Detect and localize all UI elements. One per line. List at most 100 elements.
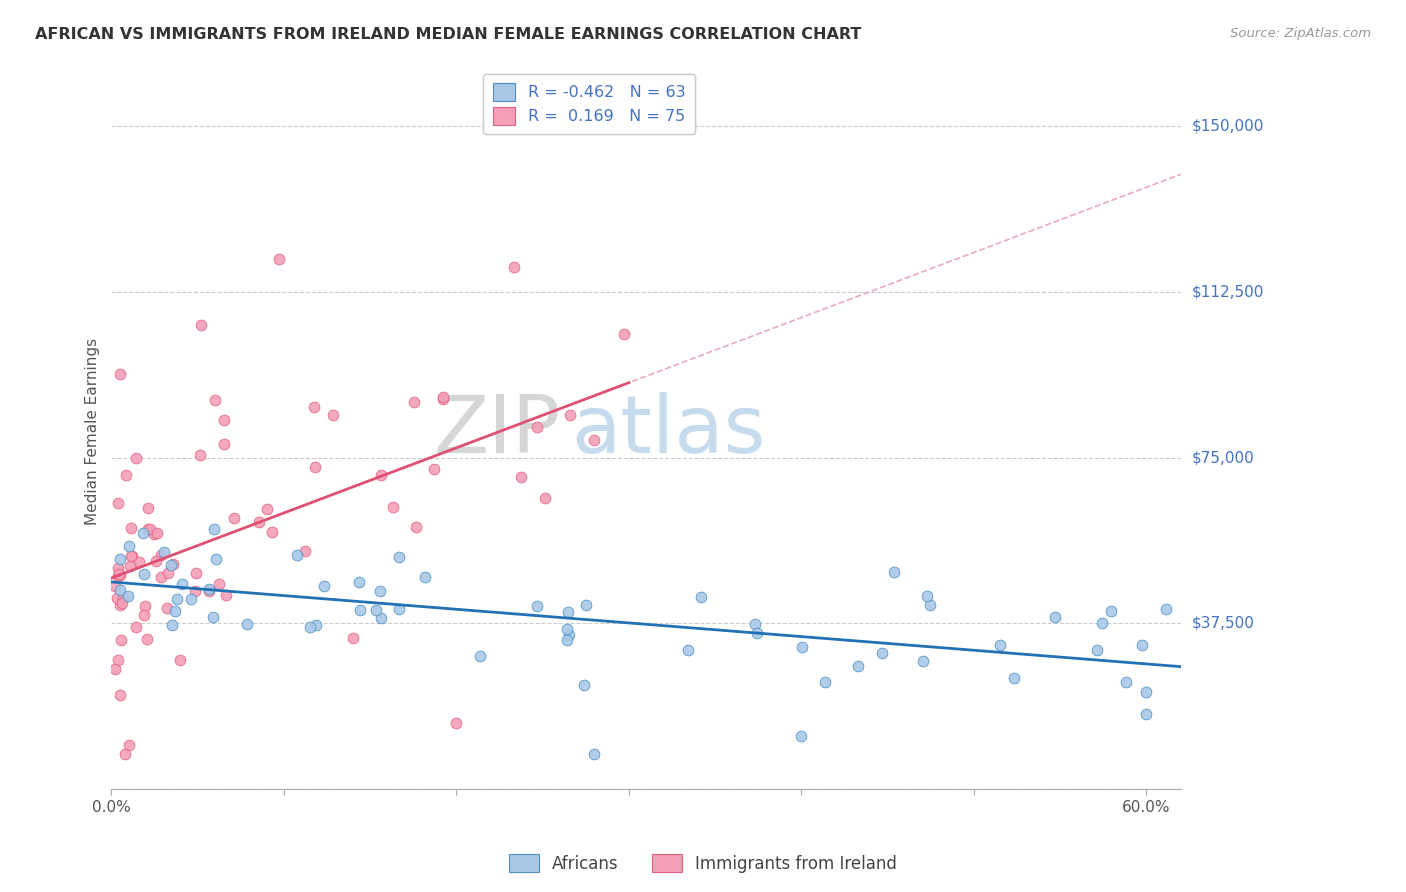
Point xyxy=(120,520,142,534)
Point xyxy=(212,413,235,427)
Point xyxy=(422,461,444,475)
Point xyxy=(156,601,179,615)
Point xyxy=(555,632,578,647)
Point xyxy=(349,602,371,616)
Point xyxy=(534,491,557,505)
Point xyxy=(870,646,893,660)
Point xyxy=(172,576,194,591)
Point xyxy=(163,604,186,618)
Point xyxy=(202,610,225,624)
Point xyxy=(132,566,155,581)
Point xyxy=(202,522,225,536)
Point xyxy=(526,420,548,434)
Text: ZIP: ZIP xyxy=(433,392,561,470)
Point xyxy=(557,627,579,641)
Point xyxy=(883,565,905,579)
Point xyxy=(370,611,392,625)
Point xyxy=(405,520,427,534)
Point xyxy=(689,590,711,604)
Point xyxy=(446,715,468,730)
Point xyxy=(302,401,325,415)
Point xyxy=(111,596,134,610)
Point xyxy=(143,527,166,541)
Point xyxy=(1115,675,1137,690)
Point xyxy=(1132,639,1154,653)
Point xyxy=(118,539,141,553)
Point xyxy=(107,569,129,583)
Point xyxy=(247,516,270,530)
Point xyxy=(149,570,172,584)
Point xyxy=(215,588,238,602)
Point xyxy=(188,448,211,462)
Point xyxy=(285,548,308,562)
Point xyxy=(110,688,132,702)
Point xyxy=(470,648,492,663)
Point xyxy=(169,653,191,667)
Point xyxy=(107,495,129,509)
Point xyxy=(583,747,606,761)
Point xyxy=(1045,610,1067,624)
Point xyxy=(184,566,207,581)
Point xyxy=(107,653,129,667)
Point xyxy=(125,620,148,634)
Point xyxy=(262,524,284,539)
Point xyxy=(107,561,129,575)
Point xyxy=(1085,642,1108,657)
Point xyxy=(575,598,598,612)
Point xyxy=(1002,671,1025,685)
Point xyxy=(368,584,391,599)
Point xyxy=(159,558,181,572)
Point xyxy=(110,632,132,647)
Point xyxy=(381,500,404,514)
Point xyxy=(104,662,127,676)
Point xyxy=(128,556,150,570)
Point xyxy=(304,460,326,475)
Point xyxy=(120,559,142,574)
Point xyxy=(342,631,364,645)
Point xyxy=(299,620,322,634)
Point xyxy=(920,598,942,612)
Point xyxy=(364,603,387,617)
Point xyxy=(162,557,184,571)
Point xyxy=(267,252,290,266)
Text: $112,500: $112,500 xyxy=(1192,285,1264,300)
Point xyxy=(558,408,581,422)
Point xyxy=(256,501,278,516)
Point xyxy=(125,450,148,465)
Point xyxy=(204,551,226,566)
Point xyxy=(503,260,526,275)
Point xyxy=(212,437,235,451)
Point xyxy=(388,601,411,615)
Text: atlas: atlas xyxy=(571,392,766,470)
Point xyxy=(135,632,157,646)
Point xyxy=(988,638,1011,652)
Point xyxy=(108,568,131,582)
Point xyxy=(557,605,579,619)
Point xyxy=(370,467,392,482)
Point xyxy=(294,544,316,558)
Point xyxy=(526,599,548,613)
Point xyxy=(204,393,226,408)
Point xyxy=(744,616,766,631)
Point xyxy=(404,395,426,409)
Legend: Africans, Immigrants from Ireland: Africans, Immigrants from Ireland xyxy=(502,847,904,880)
Point xyxy=(156,566,179,580)
Point xyxy=(166,592,188,607)
Point xyxy=(108,598,131,612)
Point xyxy=(136,501,159,516)
Text: $150,000: $150,000 xyxy=(1192,119,1264,134)
Point xyxy=(112,591,135,605)
Point xyxy=(118,738,141,752)
Point xyxy=(134,599,156,613)
Point xyxy=(814,674,837,689)
Point xyxy=(790,729,813,743)
Point xyxy=(208,577,231,591)
Point xyxy=(120,549,142,563)
Point xyxy=(197,582,219,597)
Point xyxy=(105,591,128,606)
Text: AFRICAN VS IMMIGRANTS FROM IRELAND MEDIAN FEMALE EARNINGS CORRELATION CHART: AFRICAN VS IMMIGRANTS FROM IRELAND MEDIA… xyxy=(35,27,862,42)
Point xyxy=(224,511,246,525)
Point xyxy=(676,642,699,657)
Point xyxy=(117,589,139,603)
Point xyxy=(180,592,202,607)
